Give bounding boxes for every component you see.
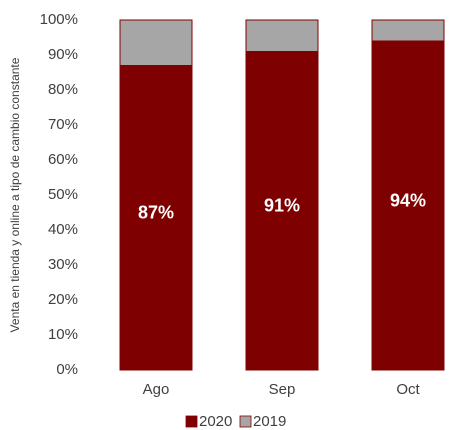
y-tick-label: 0% (56, 361, 78, 378)
bar-segment (245, 19, 319, 52)
y-tick-label: 30% (48, 256, 78, 273)
y-tick-label: 80% (48, 81, 78, 98)
bar-segment (119, 19, 193, 66)
legend-swatch (185, 415, 198, 428)
value-label: 94% (390, 190, 426, 210)
y-tick-label: 50% (48, 186, 78, 203)
y-tick-label: 100% (40, 11, 78, 28)
x-tick-label: Ago (143, 381, 170, 398)
y-tick-label: 90% (48, 46, 78, 63)
y-axis-title: Venta en tienda y online a tipo de cambi… (8, 57, 22, 332)
x-tick-label: Oct (396, 381, 420, 398)
y-tick-label: 10% (48, 326, 78, 343)
legend-label: 2019 (253, 413, 286, 430)
value-label: 87% (138, 203, 174, 223)
legend-swatch (239, 415, 252, 428)
y-tick-label: 60% (48, 151, 78, 168)
y-tick-label: 20% (48, 291, 78, 308)
y-tick-label: 40% (48, 221, 78, 238)
x-tick-label: Sep (269, 381, 296, 398)
bar-segment (245, 51, 319, 371)
legend-label: 2020 (199, 413, 232, 430)
value-label: 91% (264, 196, 300, 216)
bar-segment (119, 65, 193, 371)
bar-segment (371, 19, 445, 42)
y-tick-label: 70% (48, 116, 78, 133)
